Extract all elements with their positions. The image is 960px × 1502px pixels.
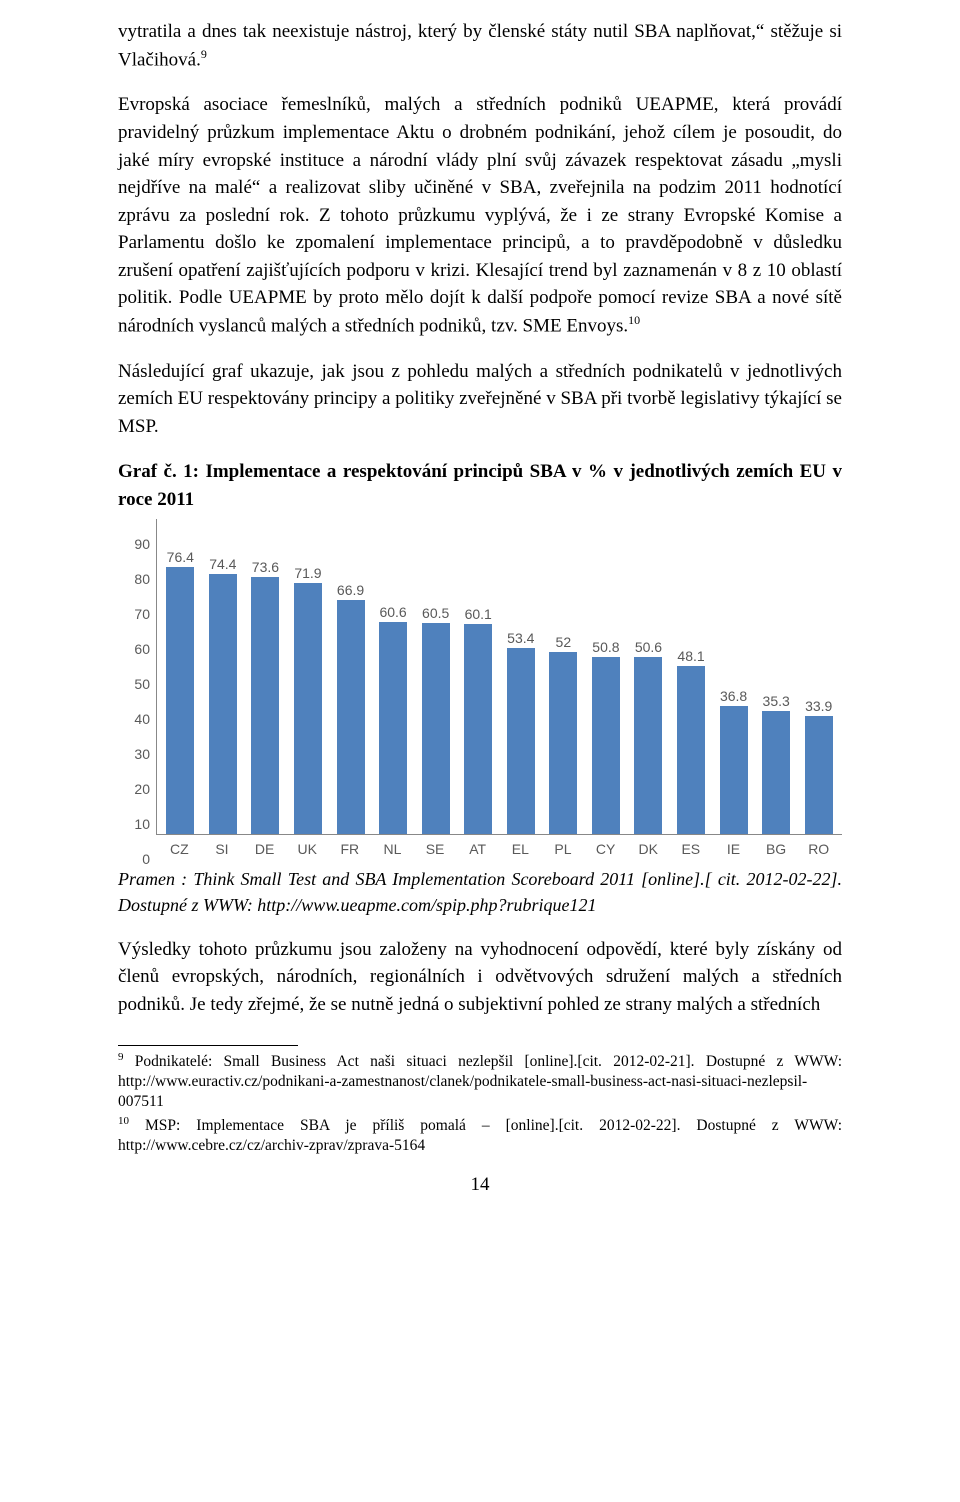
x-tick-label: SE <box>414 839 457 859</box>
y-tick-label: 80 <box>118 570 150 590</box>
bar-value-label: 73.6 <box>252 557 279 577</box>
footnote-10: 10 MSP: Implementace SBA je příliš pomal… <box>118 1114 842 1156</box>
bar-value-label: 36.8 <box>720 686 747 706</box>
y-tick-label: 50 <box>118 675 150 695</box>
bar-wrap: 60.5 <box>414 519 457 834</box>
bar-value-label: 60.1 <box>465 604 492 624</box>
bar: 60.5 <box>422 623 450 835</box>
x-tick-label: CZ <box>158 839 201 859</box>
bar-value-label: 35.3 <box>763 691 790 711</box>
y-tick-label: 60 <box>118 640 150 660</box>
bar: 36.8 <box>720 706 748 835</box>
y-tick-label: 70 <box>118 605 150 625</box>
y-tick-label: 30 <box>118 745 150 765</box>
chart-sba-implementation: 76.474.473.671.966.960.660.560.153.45250… <box>118 519 842 859</box>
bar-value-label: 52 <box>556 632 572 652</box>
bar: 60.6 <box>379 622 407 834</box>
x-tick-label: PL <box>542 839 585 859</box>
bar-value-label: 48.1 <box>677 646 704 666</box>
x-tick-label: BG <box>755 839 798 859</box>
bar-wrap: 33.9 <box>797 519 840 834</box>
para1-text: Evropská asociace řemeslníků, malých a s… <box>118 94 842 336</box>
bar-value-label: 60.5 <box>422 603 449 623</box>
bar-wrap: 60.1 <box>457 519 500 834</box>
bar: 48.1 <box>677 666 705 834</box>
bar-value-label: 60.6 <box>379 602 406 622</box>
bar-value-label: 76.4 <box>167 547 194 567</box>
footnote-separator <box>118 1045 298 1046</box>
y-tick-label: 40 <box>118 710 150 730</box>
bar-value-label: 53.4 <box>507 628 534 648</box>
bar: 50.6 <box>634 657 662 834</box>
x-tick-label: DK <box>627 839 670 859</box>
footnote-ref-10: 10 <box>628 313 640 327</box>
page-number: 14 <box>118 1171 842 1199</box>
bar-wrap: 50.8 <box>585 519 628 834</box>
bar-wrap: 66.9 <box>329 519 372 834</box>
footnote-10-num: 10 <box>118 1115 129 1127</box>
bar-wrap: 71.9 <box>287 519 330 834</box>
bar: 35.3 <box>762 711 790 835</box>
bar-wrap: 76.4 <box>159 519 202 834</box>
bar-value-label: 66.9 <box>337 580 364 600</box>
bar: 66.9 <box>337 600 365 834</box>
bar-value-label: 71.9 <box>294 563 321 583</box>
y-tick-label: 20 <box>118 780 150 800</box>
footnote-10-text: MSP: Implementace SBA je příliš pomalá –… <box>118 1117 842 1154</box>
footnote-ref-9: 9 <box>201 47 207 61</box>
paragraph-graph-intro: Následující graf ukazuje, jak jsou z poh… <box>118 358 842 441</box>
x-tick-label: DE <box>243 839 286 859</box>
y-tick-label: 0 <box>118 850 150 870</box>
bar: 73.6 <box>251 577 279 835</box>
bar-value-label: 50.6 <box>635 637 662 657</box>
paragraph-ueapme: Evropská asociace řemeslníků, malých a s… <box>118 91 842 339</box>
footnote-9-text: Podnikatelé: Small Business Act naši sit… <box>118 1053 842 1110</box>
footnote-9: 9 Podnikatelé: Small Business Act naši s… <box>118 1050 842 1113</box>
y-tick-label: 10 <box>118 815 150 835</box>
paragraph-intro: vytratila a dnes tak neexistuje nástroj,… <box>118 18 842 73</box>
x-tick-label: AT <box>456 839 499 859</box>
bar-wrap: 73.6 <box>244 519 287 834</box>
bar-wrap: 48.1 <box>670 519 713 834</box>
bar: 76.4 <box>166 567 194 834</box>
y-tick-label: 90 <box>118 535 150 555</box>
bar-wrap: 35.3 <box>755 519 798 834</box>
bar-value-label: 74.4 <box>209 554 236 574</box>
x-tick-label: ES <box>670 839 713 859</box>
x-tick-label: FR <box>329 839 372 859</box>
bar: 74.4 <box>209 574 237 834</box>
x-tick-label: NL <box>371 839 414 859</box>
x-tick-label: UK <box>286 839 329 859</box>
x-tick-label: RO <box>797 839 840 859</box>
bar: 53.4 <box>507 648 535 835</box>
x-tick-label: IE <box>712 839 755 859</box>
para0-text: vytratila a dnes tak neexistuje nástroj,… <box>118 21 842 70</box>
bar-wrap: 53.4 <box>500 519 543 834</box>
bar: 60.1 <box>464 624 492 834</box>
bar-wrap: 60.6 <box>372 519 415 834</box>
bar-wrap: 36.8 <box>712 519 755 834</box>
bar: 33.9 <box>805 716 833 835</box>
chart-title: Graf č. 1: Implementace a respektování p… <box>118 458 842 513</box>
x-tick-label: EL <box>499 839 542 859</box>
bar-wrap: 74.4 <box>202 519 245 834</box>
x-tick-label: SI <box>201 839 244 859</box>
x-tick-label: CY <box>584 839 627 859</box>
chart-source: Pramen : Think Small Test and SBA Implem… <box>118 866 842 918</box>
bar: 50.8 <box>592 657 620 835</box>
bar: 71.9 <box>294 583 322 835</box>
bar: 52 <box>549 652 577 834</box>
paragraph-results: Výsledky tohoto průzkumu jsou založeny n… <box>118 936 842 1019</box>
footnotes: 9 Podnikatelé: Small Business Act naši s… <box>118 1050 842 1157</box>
bar-wrap: 50.6 <box>627 519 670 834</box>
bar-value-label: 33.9 <box>805 696 832 716</box>
bar-wrap: 52 <box>542 519 585 834</box>
bar-value-label: 50.8 <box>592 637 619 657</box>
